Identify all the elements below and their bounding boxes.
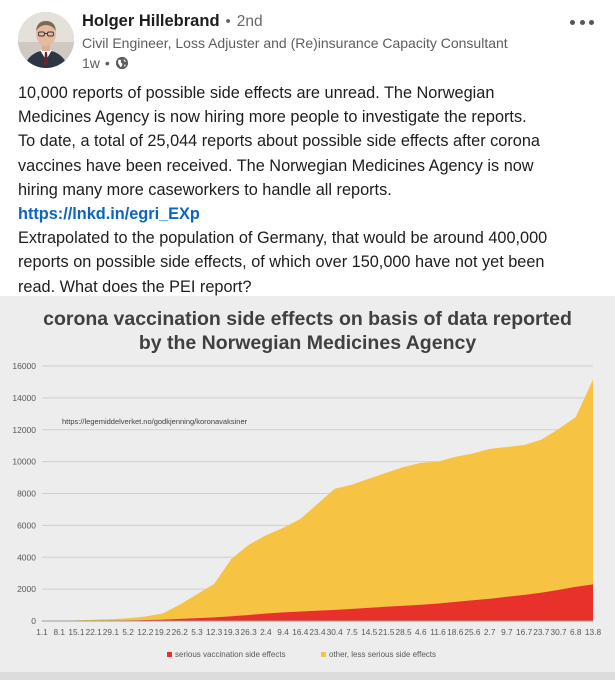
x-tick-label: 14.5 (361, 627, 378, 637)
post-meta: 1w • (82, 55, 129, 71)
post-link[interactable]: https://lnkd.in/egri_EXp (18, 205, 200, 224)
x-tick-label: 4.6 (415, 627, 427, 637)
area-chart: 0 2000 4000 6000 8000 10000 12000 14000 16000 1.1… (12, 361, 602, 659)
post-text-line: hiring many more caseworkers to handle a… (18, 180, 392, 199)
x-tick-label: 23.4 (309, 627, 326, 637)
y-tick-label: 12000 (12, 425, 36, 435)
legend-label-other: other, less serious side effects (329, 650, 436, 659)
x-tick-label: 15.1 (68, 627, 85, 637)
legend-label-serious: serious vaccination side effects (175, 650, 286, 659)
post-text: 10,000 reports of possible side effects … (18, 81, 608, 299)
author-headline: Civil Engineer, Loss Adjuster and (Re)in… (82, 35, 508, 51)
more-dots-icon (579, 19, 585, 25)
x-tick-label: 2.4 (260, 627, 272, 637)
x-tick-label: 21.5 (378, 627, 395, 637)
x-tick-label: 13.8 (585, 627, 602, 637)
author-line: Holger Hillebrand • 2nd (82, 12, 263, 34)
x-tick-label: 25.6 (464, 627, 481, 637)
post-time: 1w (82, 55, 100, 71)
avatar[interactable] (18, 12, 74, 68)
series-area-other (42, 379, 593, 621)
y-tick-label: 6000 (17, 520, 36, 530)
y-tick-label: 10000 (12, 457, 36, 467)
x-tick-label: 5.2 (122, 627, 134, 637)
x-tick-label: 12.2 (137, 627, 154, 637)
x-tick-label: 30.4 (327, 627, 344, 637)
more-dots-icon (570, 19, 575, 25)
post-text-line: Medicines Agency is now hiring more peop… (18, 108, 527, 127)
x-tick-label: 19.3 (223, 627, 240, 637)
x-tick-label: 28.5 (396, 627, 413, 637)
y-tick-label: 14000 (12, 393, 36, 403)
legend-swatch-serious (167, 652, 172, 657)
x-tick-label: 26.3 (241, 627, 258, 637)
x-tick-label: 16.7 (516, 627, 533, 637)
x-tick-label: 2.7 (484, 627, 496, 637)
more-dots-icon (589, 19, 594, 25)
more-options-button[interactable] (567, 12, 597, 32)
name-separator: • (225, 13, 231, 30)
x-tick-label: 19.2 (154, 627, 171, 637)
y-tick-label: 16000 (12, 361, 36, 371)
chart-panel: corona vaccination side effects on basis… (0, 296, 615, 672)
chart-title-line: corona vaccination side effects on basis… (43, 308, 572, 330)
x-tick-label: 9.7 (501, 627, 513, 637)
post-text-line: To date, a total of 25,044 reports about… (18, 132, 540, 151)
x-tick-label: 1.1 (36, 627, 48, 637)
x-tick-label: 7.5 (346, 627, 358, 637)
x-tick-label: 9.4 (277, 627, 289, 637)
x-tick-label: 8.1 (53, 627, 65, 637)
x-tick-label: 12.3 (206, 627, 223, 637)
meta-separator: • (104, 55, 110, 71)
y-tick-label: 0 (31, 616, 36, 626)
post-text-line: read. What does the PEI report? (18, 277, 252, 296)
y-tick-label: 2000 (17, 584, 36, 594)
x-tick-label: 18.6 (447, 627, 464, 637)
series-area-serious (42, 584, 593, 621)
x-tick-label: 5.3 (191, 627, 203, 637)
x-tick-label: 16.4 (292, 627, 309, 637)
post-text-line: 10,000 reports of possible side effects … (18, 84, 495, 102)
x-tick-label: 26.2 (172, 627, 189, 637)
bottom-divider (0, 672, 615, 680)
x-tick-label: 11.6 (430, 627, 446, 637)
x-tick-label: 30.7 (550, 627, 567, 637)
x-tick-label: 29.1 (103, 627, 120, 637)
x-tick-label: 6.8 (570, 627, 582, 637)
author-name[interactable]: Holger Hillebrand (82, 12, 220, 30)
chart-title-line: by the Norwegian Medicines Agency (138, 332, 477, 354)
chart-image[interactable]: corona vaccination side effects on basis… (0, 296, 615, 680)
avatar-image (18, 12, 74, 68)
x-tick-label: 23.7 (533, 627, 550, 637)
x-tick-label: 22.1 (86, 627, 103, 637)
y-tick-label: 8000 (17, 489, 36, 499)
post-header: Holger Hillebrand • 2nd Civil Engineer, … (0, 0, 615, 80)
connection-degree: 2nd (236, 13, 263, 30)
chart-source-note: https://legemiddelverket.no/godkjenning/… (62, 417, 248, 426)
post-text-line: reports on possible side effects, of whi… (18, 253, 545, 272)
post-text-line: Extrapolated to the population of German… (18, 229, 548, 248)
legend-swatch-other (321, 652, 326, 657)
post-text-line: vaccines have been received. The Norwegi… (18, 156, 534, 175)
globe-icon (115, 56, 128, 70)
y-tick-label: 4000 (17, 552, 36, 562)
